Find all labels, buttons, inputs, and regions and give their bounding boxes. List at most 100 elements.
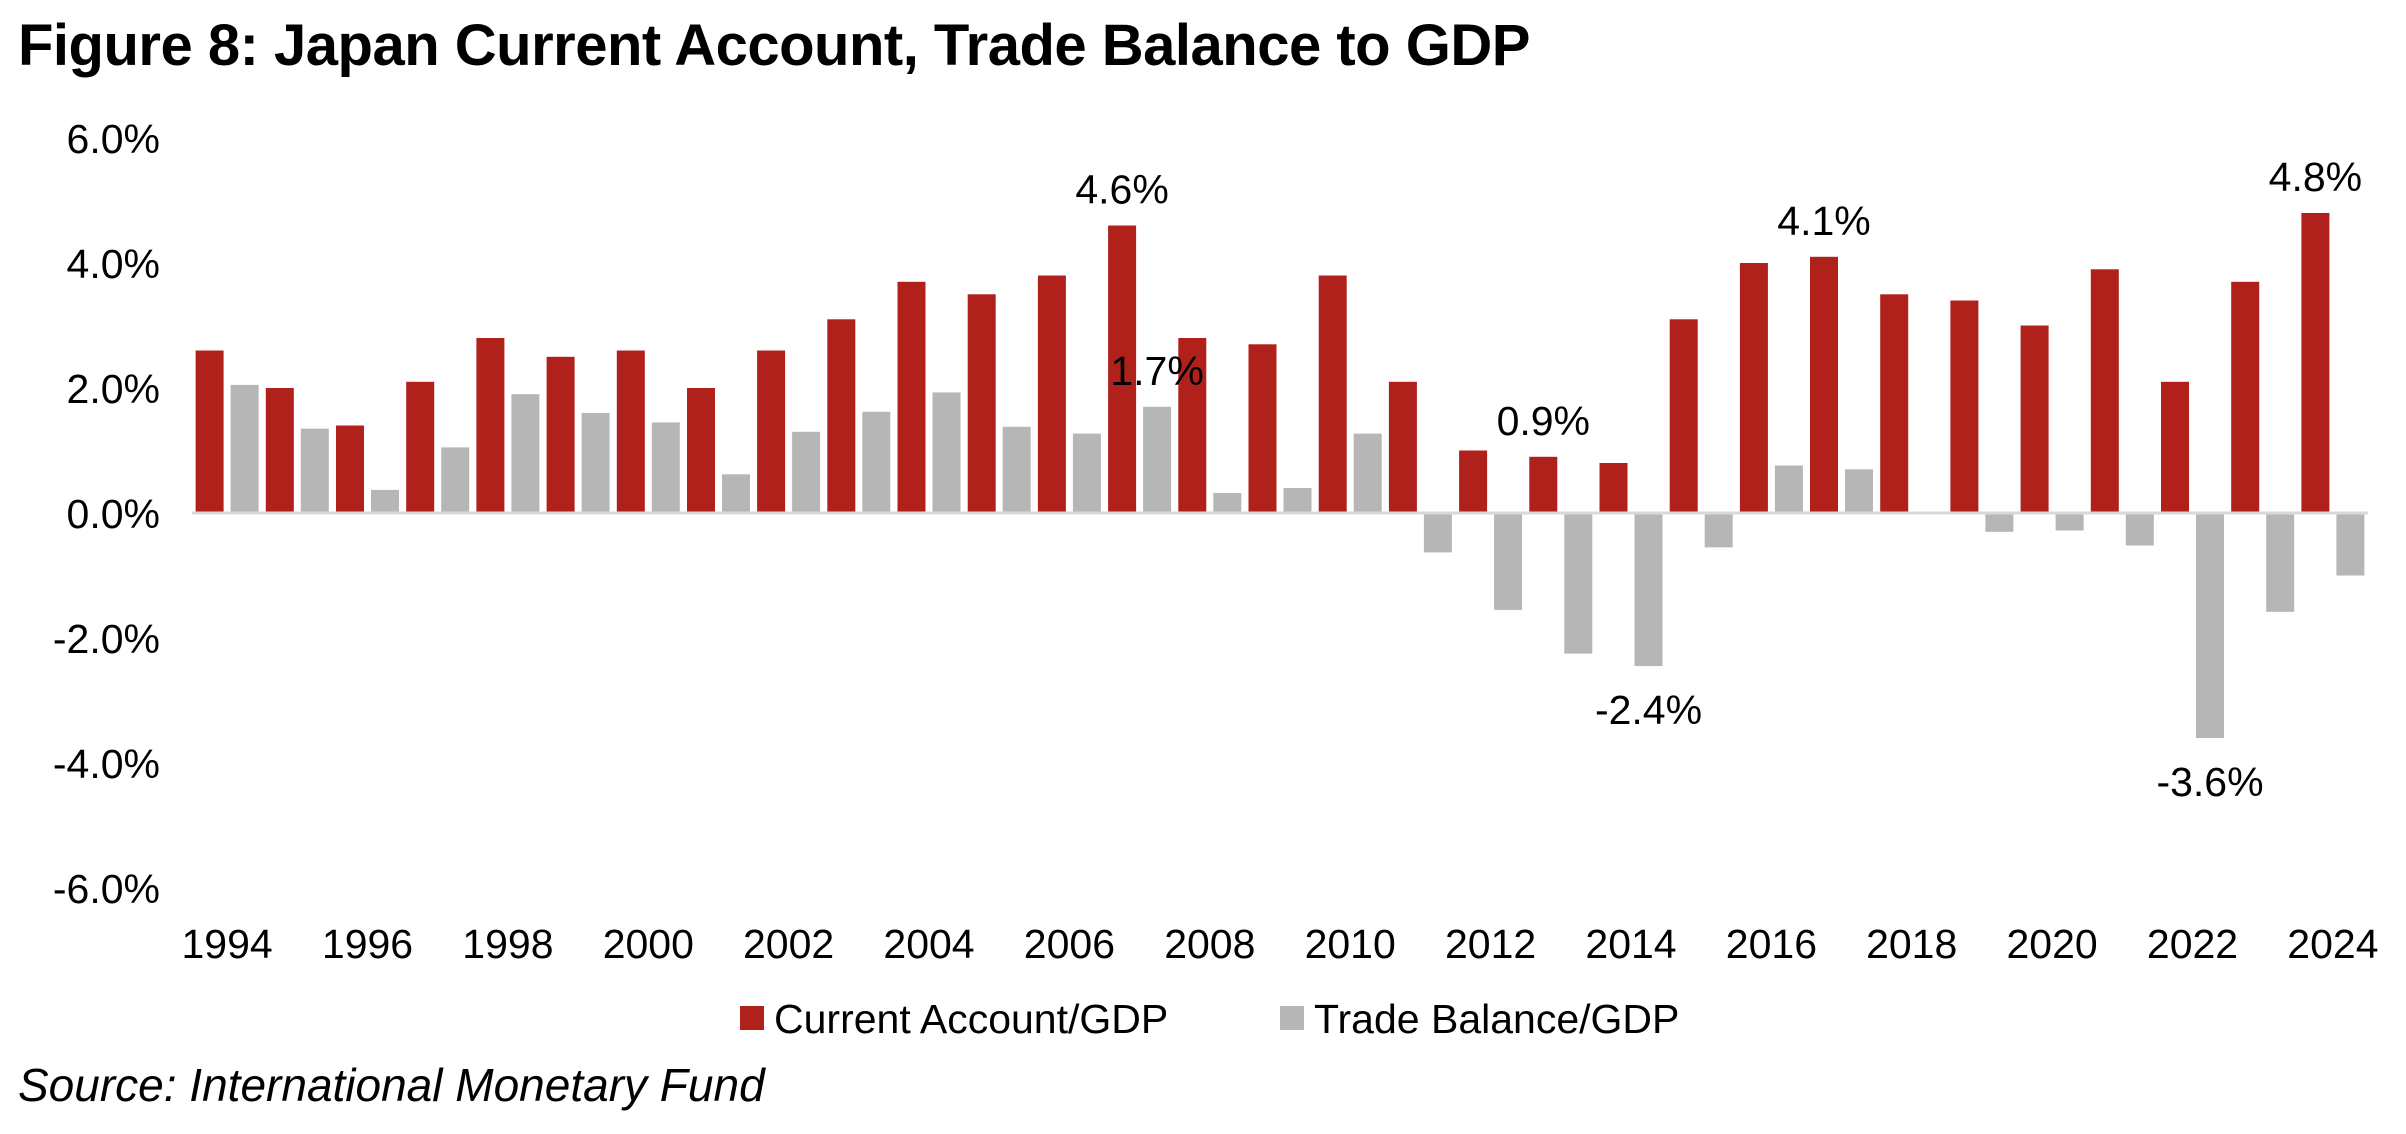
trade-balance-bar-2010: [1353, 433, 1382, 513]
legend-swatch-trade-balance: [1280, 1006, 1304, 1030]
y-tick-label: -6.0%: [53, 866, 160, 912]
trade-balance-bar-2002: [792, 431, 821, 514]
trade-balance-bar-2008: [1213, 493, 1242, 513]
trade-balance-bar-2006: [1072, 433, 1101, 513]
trade-balance-bar-1999: [581, 413, 610, 513]
source-note: Source: International Monetary Fund: [18, 1059, 765, 1111]
current-account-bar-1997: [406, 381, 435, 514]
current-account-bar-2004: [897, 281, 926, 514]
current-account-bar-2007: [1108, 225, 1137, 513]
trade-balance-bar-2019: [1985, 513, 2014, 532]
y-tick-label: 0.0%: [67, 491, 160, 537]
bars-group: [195, 213, 2365, 738]
data-label-2017: 4.1%: [1777, 198, 1870, 244]
current-account-bar-1998: [476, 338, 505, 513]
data-label-2022: -3.6%: [2156, 759, 2263, 805]
x-tick-label: 2016: [1726, 921, 1817, 967]
x-tick-label: 2000: [603, 921, 694, 967]
trade-balance-bar-2020: [2055, 513, 2084, 531]
current-account-bar-2018: [1880, 294, 1909, 514]
current-account-bar-2000: [616, 350, 645, 513]
trade-balance-bar-2003: [862, 411, 891, 514]
legend: Current Account/GDP Trade Balance/GDP: [740, 996, 1679, 1042]
current-account-bar-2017: [1810, 256, 1838, 514]
trade-balance-bar-2000: [651, 422, 680, 513]
trade-balance-bar-1998: [511, 394, 540, 513]
current-account-bar-2002: [757, 350, 786, 513]
trade-balance-bar-2023: [2266, 513, 2295, 612]
current-account-bar-2020: [2020, 325, 2049, 513]
trade-balance-bar-2016: [1774, 465, 1803, 513]
x-tick-label: 1996: [322, 921, 413, 967]
trade-balance-bar-2013: [1564, 513, 1593, 654]
x-tick-label: 2022: [2147, 921, 2238, 967]
y-tick-label: 6.0%: [67, 116, 160, 162]
current-account-bar-2016: [1739, 263, 1768, 513]
current-account-bar-2001: [687, 388, 715, 513]
current-account-bar-2019: [1950, 300, 1979, 513]
current-account-bar-2005: [967, 294, 996, 514]
data-label-2013: 0.9%: [1497, 398, 1590, 444]
x-tick-label: 1994: [181, 921, 272, 967]
current-account-bar-2021: [2090, 269, 2119, 514]
x-tick-label: 2014: [1585, 921, 1676, 967]
x-tick-label: 2006: [1024, 921, 1115, 967]
current-account-bar-2010: [1318, 275, 1347, 513]
current-account-bar-1999: [546, 356, 575, 514]
current-account-bar-1995: [265, 388, 294, 513]
current-account-bar-2012: [1459, 450, 1488, 513]
x-tick-label: 2008: [1164, 921, 1255, 967]
current-account-bar-2006: [1037, 275, 1066, 513]
data-label-2007: 4.6%: [1075, 167, 1168, 213]
legend-swatch-current-account: [740, 1006, 764, 1030]
data-labels: 4.6% 1.7% 0.9% -2.4% 4.1% -3.6% 4.8%: [1075, 154, 2362, 805]
x-axis-ticks: 1994 1996 1998 2000 2002 2004 2006 2008 2010 2012…: [181, 921, 2378, 967]
trade-balance-bar-2007: [1143, 406, 1172, 514]
trade-balance-bar-2022: [2196, 513, 2224, 738]
y-tick-label: -4.0%: [53, 741, 160, 787]
x-tick-label: 2002: [743, 921, 834, 967]
y-axis-ticks: 6.0% 4.0% 2.0% 0.0% -2.0% -4.0% -6.0%: [53, 116, 160, 912]
legend-label-current-account: Current Account/GDP: [774, 996, 1168, 1042]
y-tick-label: 2.0%: [67, 366, 160, 412]
current-account-bar-2015: [1669, 319, 1698, 514]
trade-balance-bar-2011: [1423, 513, 1452, 553]
x-tick-label: 2018: [1866, 921, 1957, 967]
x-tick-label: 2004: [883, 921, 974, 967]
trade-balance-bar-2009: [1283, 488, 1312, 513]
data-label-2014: -2.4%: [1595, 687, 1702, 733]
data-label-2024: 4.8%: [2269, 154, 2362, 200]
trade-balance-bar-1997: [441, 447, 470, 513]
x-tick-label: 2024: [2287, 921, 2378, 967]
current-account-bar-2024: [2301, 213, 2330, 513]
trade-balance-bar-2015: [1704, 513, 1733, 548]
trade-balance-bar-2014: [1634, 513, 1663, 667]
trade-balance-bar-2024: [2336, 513, 2365, 576]
y-tick-label: 4.0%: [67, 241, 160, 287]
current-account-bar-2014: [1599, 463, 1628, 513]
trade-balance-bar-2001: [722, 474, 750, 514]
current-account-bar-2022: [2161, 381, 2189, 514]
current-account-bar-1996: [336, 425, 364, 513]
chart-title: Figure 8: Japan Current Account, Trade B…: [18, 13, 1530, 78]
y-tick-label: -2.0%: [53, 616, 160, 662]
trade-balance-bar-1996: [371, 489, 399, 513]
trade-balance-bar-2021: [2125, 513, 2154, 546]
current-account-bar-1994: [195, 350, 224, 513]
x-tick-label: 2020: [2006, 921, 2097, 967]
trade-balance-bar-2017: [1845, 469, 1873, 514]
current-account-bar-2013: [1529, 456, 1558, 514]
trade-balance-bar-2004: [932, 392, 961, 513]
current-account-bar-2011: [1388, 381, 1417, 514]
current-account-bar-2023: [2231, 281, 2260, 514]
data-label-2007: 1.7%: [1110, 348, 1203, 394]
x-tick-label: 2012: [1445, 921, 1536, 967]
trade-balance-bar-1994: [230, 384, 259, 513]
trade-balance-bar-2012: [1494, 513, 1523, 610]
legend-label-trade-balance: Trade Balance/GDP: [1314, 996, 1679, 1042]
trade-balance-bar-1995: [300, 428, 329, 513]
x-tick-label: 1998: [462, 921, 553, 967]
current-account-bar-2003: [827, 319, 856, 514]
current-account-bar-2008: [1178, 338, 1207, 513]
